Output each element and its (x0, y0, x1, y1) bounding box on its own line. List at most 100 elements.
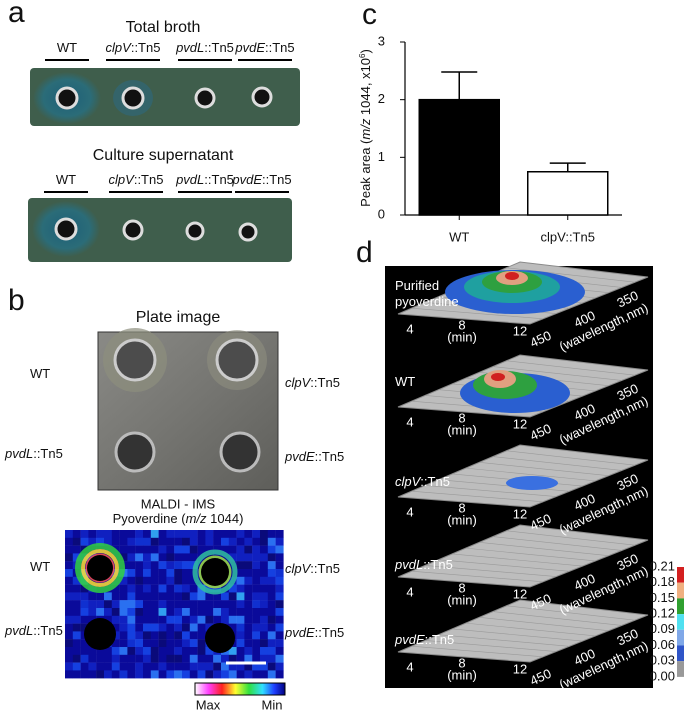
ims-pixel (260, 553, 268, 562)
ims-pixel (127, 561, 136, 570)
ims-pixel (205, 608, 214, 616)
ims-pixel (267, 569, 276, 577)
ims-subtitle-part: 1044) (207, 511, 244, 526)
colorbar-block (677, 598, 684, 615)
ims-pixel (275, 631, 284, 640)
ims-pixel (228, 615, 237, 624)
ims-pixel (260, 623, 268, 632)
well (219, 431, 261, 473)
ims-pixel (104, 530, 112, 538)
ims-ring (198, 555, 232, 589)
ims-pixel (127, 584, 136, 593)
ims-pixel (158, 631, 167, 640)
ims-pixel (189, 553, 198, 562)
ims-pixel (236, 631, 245, 640)
ims-pixel (252, 662, 261, 671)
ims-pixel (244, 553, 253, 562)
ims-pixel (260, 545, 268, 554)
ims-pixel (104, 654, 112, 663)
ims-pixel (143, 623, 151, 632)
sample-label: pvdE::Tn5 (231, 172, 291, 187)
ims-pixel (228, 600, 237, 609)
ims-pixel (275, 530, 284, 538)
ims-pixel (72, 553, 81, 562)
ims-pixel (252, 592, 261, 601)
ims-pixel (158, 592, 167, 601)
ims-pixel (65, 592, 73, 601)
ims-pixel (158, 576, 167, 585)
ims-pixel (111, 647, 120, 655)
ims-pixel (189, 576, 198, 585)
ims-pixel (174, 561, 183, 570)
y-axis-label-part: Peak area ( (358, 139, 373, 207)
ims-pixel (189, 647, 198, 655)
ims-pixel (150, 592, 159, 601)
well (194, 87, 216, 109)
ims-pixel (143, 561, 151, 570)
ims-pixel (111, 584, 120, 593)
colorbar-block (677, 645, 684, 662)
ims-pixel (205, 615, 214, 624)
intensity-scale (194, 682, 286, 696)
ims-pixel (65, 670, 73, 679)
ims-pixel (111, 553, 120, 562)
time-tick-label: 8 (458, 317, 465, 332)
ims-pixel (189, 670, 198, 679)
ims-pixel (135, 647, 144, 655)
ims-pixel (189, 600, 198, 609)
ims-pixel (228, 647, 237, 655)
ims-pixel (119, 647, 128, 655)
ims-pixel (275, 615, 284, 624)
ims-pixel (143, 615, 151, 624)
surface-mesh (465, 622, 596, 637)
ims-pixel (244, 530, 253, 538)
ims-pixel (221, 592, 229, 601)
ims-pixel (260, 662, 268, 671)
ims-pixel (182, 592, 190, 601)
time-tick-label: 12 (513, 661, 527, 676)
ims-pixel (72, 608, 81, 616)
ims-pixel (236, 608, 245, 616)
panel-label: c (362, 0, 377, 31)
ims-pixel (260, 584, 268, 593)
ims-pixel (135, 608, 144, 616)
ims-ring (192, 549, 238, 595)
ims-pixel (143, 670, 151, 679)
ims-pixel (143, 584, 151, 593)
plot-title-part: ::Tn5 (420, 474, 450, 489)
ims-pixel (174, 600, 183, 609)
ims-pixel (205, 662, 214, 671)
sample-label: WT (30, 559, 50, 574)
ims-pixel (143, 639, 151, 648)
sample-label-part: WT (30, 559, 50, 574)
ims-pixel (213, 662, 222, 671)
ims-pixel (166, 631, 175, 640)
ims-pixel (158, 530, 167, 538)
ims-pixel (119, 631, 128, 640)
ims-pixel (221, 615, 229, 624)
ims-pixel (174, 592, 183, 601)
ims-pixel (213, 600, 222, 609)
scale-min: Min (262, 697, 283, 712)
ims-pixel (244, 600, 253, 609)
sample-label-part: ::Tn5 (315, 625, 345, 640)
ims-pixel (174, 647, 183, 655)
ims-pixel (80, 639, 89, 648)
ims-pixel (119, 670, 128, 679)
ims-pixel (267, 608, 276, 616)
ims-pixel (127, 647, 136, 655)
ims-pixel (174, 670, 183, 679)
ims-pixel (127, 631, 136, 640)
ims-pixel (182, 662, 190, 671)
ims-pixel (166, 584, 175, 593)
ims-pixel (236, 623, 245, 632)
ims-pixel (182, 561, 190, 570)
ims-pixel (267, 553, 276, 562)
ims-ring (81, 549, 119, 587)
time-tick-label: 8 (458, 500, 465, 515)
sample-label-part: pvdL (175, 172, 204, 187)
sample-label-part: ::Tn5 (134, 172, 164, 187)
ims-pixel (150, 670, 159, 679)
y-axis-label-part: 6 (358, 53, 367, 58)
ims-pixel (166, 545, 175, 554)
